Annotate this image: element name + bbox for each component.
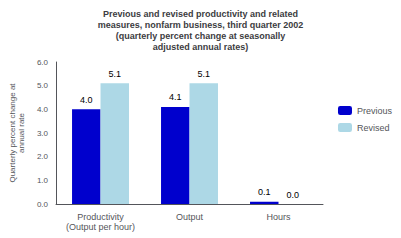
svg-text:6.0: 6.0 <box>37 58 49 67</box>
svg-text:0.1: 0.1 <box>258 187 271 197</box>
svg-text:Hours: Hours <box>266 212 291 222</box>
svg-text:adjusted annual rates): adjusted annual rates) <box>153 42 249 52</box>
svg-text:Previous and revised productiv: Previous and revised productivity and re… <box>103 9 298 19</box>
svg-text:4.1: 4.1 <box>169 92 182 102</box>
svg-text:Revised: Revised <box>357 123 390 133</box>
svg-text:5.1: 5.1 <box>197 69 210 79</box>
svg-text:0.0: 0.0 <box>286 190 299 200</box>
svg-text:2.0: 2.0 <box>37 152 49 161</box>
svg-text:annual rate: annual rate <box>17 112 26 153</box>
svg-text:(Output per hour): (Output per hour) <box>66 222 135 232</box>
svg-text:Previous: Previous <box>357 106 393 116</box>
svg-text:Quarterly percent change at: Quarterly percent change at <box>8 83 17 183</box>
svg-text:measures, nonfarm business, th: measures, nonfarm business, third quarte… <box>98 20 304 30</box>
svg-text:Output: Output <box>176 212 204 222</box>
svg-text:Productivity: Productivity <box>77 212 124 222</box>
svg-text:(quarterly percent change at s: (quarterly percent change at seasonally <box>116 31 286 41</box>
svg-text:0.0: 0.0 <box>37 200 49 209</box>
svg-text:1.0: 1.0 <box>37 176 49 185</box>
svg-text:5.1: 5.1 <box>108 69 121 79</box>
svg-text:3.0: 3.0 <box>37 129 49 138</box>
svg-text:5.0: 5.0 <box>37 81 49 90</box>
svg-text:4.0: 4.0 <box>80 95 93 105</box>
svg-text:4.0: 4.0 <box>37 105 49 114</box>
